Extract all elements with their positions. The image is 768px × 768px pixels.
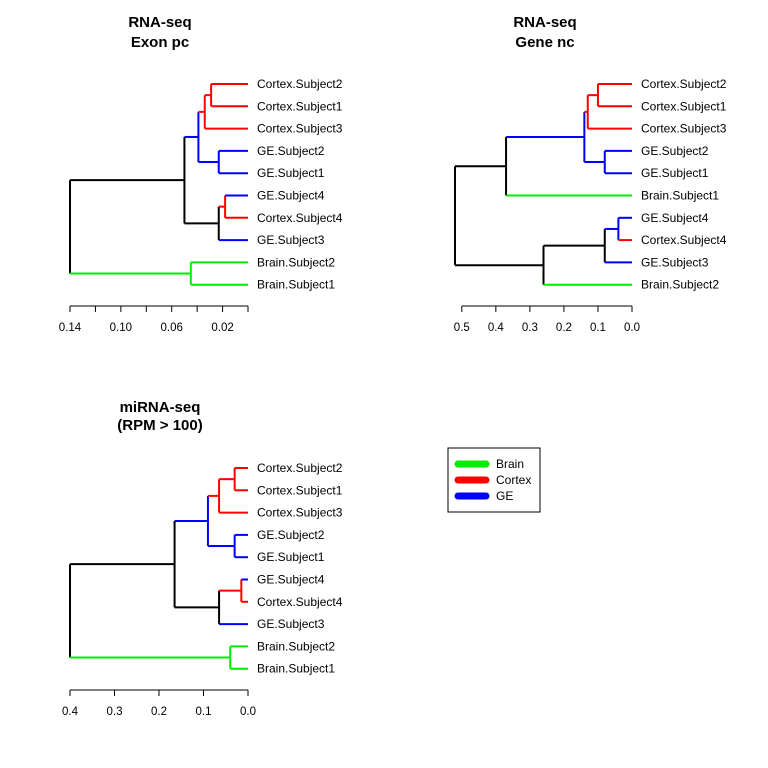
tick-label: 0.02 [211,322,233,334]
leaf-label: Cortex.Subject4 [257,211,343,225]
tick-label: 0.0 [624,322,640,334]
tick-label: 0.2 [151,706,167,718]
leaf-label: Brain.Subject1 [257,278,335,292]
panel-title-line: Exon pc [131,34,189,51]
leaf-label: GE.Subject1 [257,550,325,564]
leaf-label: Cortex.Subject4 [257,595,343,609]
leaf-label: GE.Subject1 [641,166,709,180]
leaf-label: Brain.Subject2 [641,278,719,292]
leaf-label: GE.Subject2 [257,528,325,542]
leaf-label: GE.Subject3 [641,255,709,269]
leaf-label: Brain.Subject2 [257,639,335,653]
tick-label: 0.2 [556,322,572,334]
tick-label: 0.5 [454,322,470,334]
leaf-label: Cortex.Subject4 [641,233,727,247]
panel-title-line: RNA-seq [128,14,191,31]
tick-label: 0.4 [62,706,79,718]
leaf-label: Cortex.Subject1 [257,99,343,113]
leaf-label: GE.Subject4 [257,573,325,587]
leaf-label: Cortex.Subject1 [257,483,343,497]
leaf-label: GE.Subject2 [641,144,709,158]
leaf-label: GE.Subject1 [257,166,325,180]
leaf-label: GE.Subject4 [257,189,325,203]
leaf-label: Cortex.Subject2 [257,77,343,91]
leaf-label: Cortex.Subject3 [257,506,343,520]
leaf-label: Cortex.Subject1 [641,99,727,113]
leaf-label: GE.Subject4 [641,211,709,225]
tick-label: 0.1 [196,706,212,718]
leaf-label: Brain.Subject1 [257,662,335,676]
tick-label: 0.4 [488,322,505,334]
leaf-label: GE.Subject3 [257,617,325,631]
leaf-label: GE.Subject3 [257,233,325,247]
dendrogram-mirna-seq: miRNA-seq(RPM > 100) Cortex.Subject2 Corte… [62,399,343,718]
legend-label: Cortex [496,473,531,487]
leaf-label: GE.Subject2 [257,144,325,158]
tick-label: 0.1 [590,322,606,334]
dendrogram-gene-nc: RNA-seq Gene nc Cortex.Subject2 Cortex.Subj… [454,14,727,334]
tick-label: 0.14 [59,322,82,334]
leaf-label: Brain.Subject2 [257,255,335,269]
tick-label: 0.3 [522,322,538,334]
tick-label: 0.3 [107,706,123,718]
dendrogram-exon-pc: RNA-seq Exon pc Cortex.Subject2 Cortex.Subj… [59,14,343,334]
panel-title-line: RNA-seq [513,14,576,31]
tick-label: 0.06 [161,322,183,334]
legend-label: Brain [496,457,524,471]
panel-title-line: Gene nc [515,34,574,51]
leaf-label: Brain.Subject1 [641,189,719,203]
leaf-label: Cortex.Subject3 [641,122,727,136]
tick-label: 0.10 [110,322,132,334]
panel-title-line: miRNA-seq [120,399,201,416]
leaf-label: Cortex.Subject3 [257,122,343,136]
legend-label: GE [496,489,513,503]
leaf-label: Cortex.Subject2 [257,461,343,475]
leaf-label: Cortex.Subject2 [641,77,727,91]
tick-label: 0.0 [240,706,256,718]
legend: Brain Cortex GE [447,447,541,513]
panel-title-line: (RPM > 100) [117,417,202,434]
